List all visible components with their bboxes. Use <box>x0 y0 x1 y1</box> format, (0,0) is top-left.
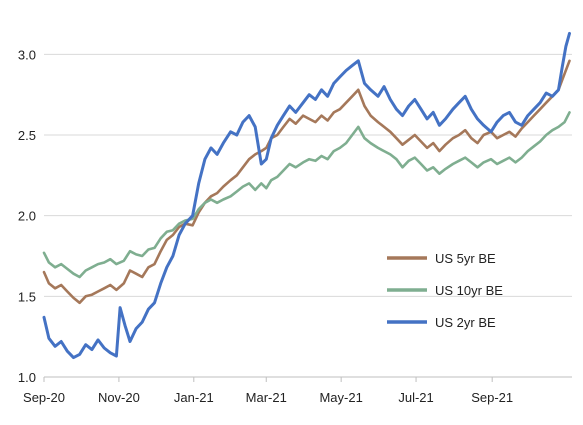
series-line-1 <box>42 59 571 305</box>
x-tick-label: Jan-21 <box>174 390 214 405</box>
series-line-2 <box>42 111 571 279</box>
x-tick-label: Sep-20 <box>23 390 65 405</box>
y-tick-label: 1.5 <box>18 289 36 304</box>
legend: US 5yr BE US 10yr BE US 2yr BE <box>387 251 503 330</box>
y-tick-label: 2.5 <box>18 128 36 143</box>
x-tick-label: Jul-21 <box>398 390 433 405</box>
y-tick-label: 1.0 <box>18 370 36 385</box>
gridlines <box>44 53 572 297</box>
x-tick-label: Mar-21 <box>246 390 287 405</box>
legend-label: US 5yr BE <box>435 251 496 266</box>
x-tick-label: May-21 <box>319 390 362 405</box>
axes: 1.0 1.5 2.0 2.5 3.0 Sep-20 Nov-20 Jan-21 Mar-21 M… <box>18 47 572 405</box>
series <box>42 31 571 360</box>
x-tick-label: Nov-20 <box>98 390 140 405</box>
legend-label: US 2yr BE <box>435 315 496 330</box>
legend-label: US 10yr BE <box>435 283 503 298</box>
y-tick-label: 2.0 <box>18 209 36 224</box>
x-tick-label: Sep-21 <box>471 390 513 405</box>
series-line-3 <box>42 31 571 360</box>
y-tick-label: 3.0 <box>18 47 36 62</box>
